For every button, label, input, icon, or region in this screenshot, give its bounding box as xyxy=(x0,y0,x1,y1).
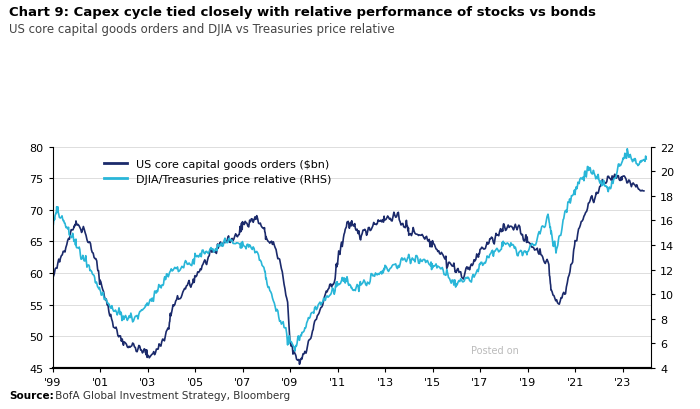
Text: Posted on: Posted on xyxy=(472,345,519,355)
Text: Chart 9: Capex cycle tied closely with relative performance of stocks vs bonds: Chart 9: Capex cycle tied closely with r… xyxy=(9,6,596,19)
Text: Source:: Source: xyxy=(9,390,54,400)
Legend: US core capital goods orders ($bn), DJIA/Treasuries price relative (RHS): US core capital goods orders ($bn), DJIA… xyxy=(100,155,335,189)
Text: US core capital goods orders and DJIA vs Treasuries price relative: US core capital goods orders and DJIA vs… xyxy=(9,22,395,36)
Text: BofA Global Investment Strategy, Bloomberg: BofA Global Investment Strategy, Bloombe… xyxy=(52,390,290,400)
